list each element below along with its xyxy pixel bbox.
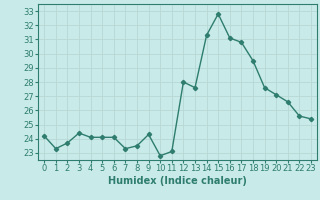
X-axis label: Humidex (Indice chaleur): Humidex (Indice chaleur) (108, 176, 247, 186)
